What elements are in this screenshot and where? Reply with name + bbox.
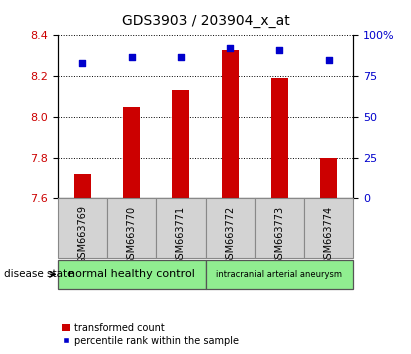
Text: GSM663773: GSM663773 bbox=[275, 205, 284, 264]
Point bbox=[276, 47, 283, 53]
Point bbox=[79, 60, 85, 66]
Bar bbox=[58, 198, 107, 258]
Bar bbox=[255, 198, 304, 258]
Text: disease state: disease state bbox=[4, 269, 74, 279]
Bar bbox=[304, 198, 353, 258]
Bar bbox=[320, 158, 337, 198]
Text: GDS3903 / 203904_x_at: GDS3903 / 203904_x_at bbox=[122, 14, 289, 28]
Text: GSM663770: GSM663770 bbox=[127, 205, 136, 264]
Text: GSM663771: GSM663771 bbox=[176, 205, 186, 264]
Point bbox=[178, 54, 184, 59]
Text: intracranial arterial aneurysm: intracranial arterial aneurysm bbox=[217, 270, 342, 279]
Legend: transformed count, percentile rank within the sample: transformed count, percentile rank withi… bbox=[62, 323, 239, 346]
Text: GSM663772: GSM663772 bbox=[225, 205, 235, 265]
Text: normal healthy control: normal healthy control bbox=[68, 269, 195, 279]
Bar bbox=[58, 260, 206, 289]
Text: GSM663769: GSM663769 bbox=[77, 205, 87, 264]
Point bbox=[326, 57, 332, 63]
Point bbox=[128, 54, 135, 59]
Bar bbox=[156, 198, 206, 258]
Bar bbox=[172, 90, 189, 198]
Bar bbox=[107, 198, 156, 258]
Text: GSM663774: GSM663774 bbox=[324, 205, 334, 264]
Bar bbox=[222, 50, 239, 198]
Point bbox=[227, 46, 233, 51]
Bar bbox=[74, 174, 91, 198]
Bar bbox=[123, 107, 140, 198]
Bar bbox=[206, 260, 353, 289]
Bar bbox=[206, 198, 255, 258]
Bar bbox=[271, 78, 288, 198]
